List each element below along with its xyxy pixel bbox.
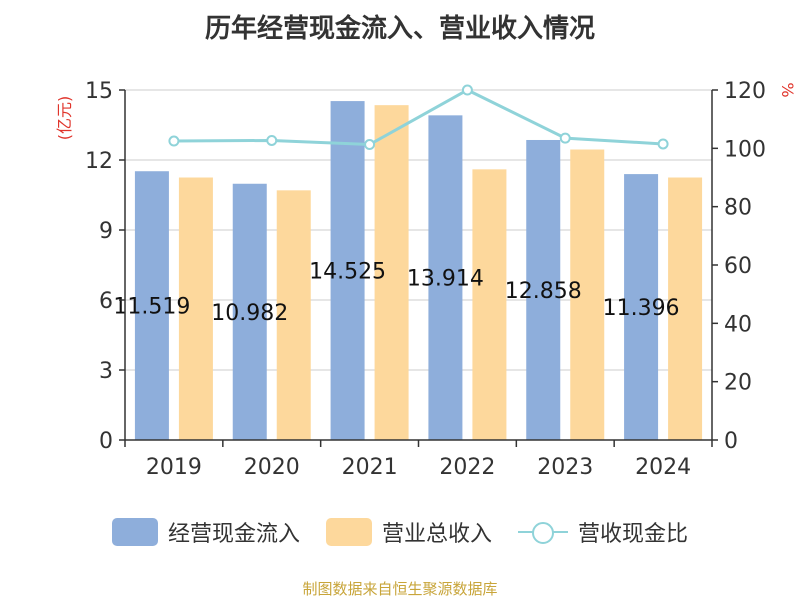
legend-label-inflow: 经营现金流入 — [167, 522, 300, 547]
y-right-tick-label: 40 — [724, 312, 752, 337]
point-ratio — [364, 139, 376, 151]
x-tick-label: 2024 — [635, 455, 691, 480]
y-left-tick-label: 9 — [99, 219, 113, 244]
x-tick-label: 2023 — [537, 455, 593, 480]
y-right-tick-label: 100 — [724, 137, 766, 162]
bars-layer — [134, 101, 703, 441]
data-label-inflow: 14.525 — [309, 260, 386, 285]
y-right-tick-label: 0 — [724, 429, 738, 454]
y-left-tick-label: 12 — [85, 149, 113, 174]
y-right-axis-label: % — [778, 82, 797, 97]
x-tick-label: 2020 — [244, 455, 300, 480]
data-label-inflow: 10.982 — [211, 301, 288, 326]
legend-item-inflow[interactable]: 经营现金流入 — [111, 516, 300, 548]
bar-revenue — [178, 177, 213, 440]
y-right-tick-label: 60 — [724, 254, 752, 279]
x-tick-label: 2019 — [146, 455, 202, 480]
bar-revenue — [570, 149, 605, 440]
bar-revenue — [374, 105, 409, 441]
y-right-tick-label: 20 — [724, 371, 752, 396]
legend-item-ratio[interactable]: 营收现金比 — [518, 516, 688, 548]
data-label-inflow: 13.914 — [407, 267, 484, 292]
y-right-tick-label: 120 — [724, 79, 766, 104]
x-tick-label: 2022 — [439, 455, 495, 480]
y-left-tick-label: 15 — [85, 79, 113, 104]
x-tick-label: 2021 — [342, 455, 398, 480]
point-ratio — [168, 135, 180, 147]
y-left-axis-label: (亿元) — [55, 96, 74, 141]
legend-label-revenue: 营业总收入 — [381, 522, 492, 547]
bar-revenue — [668, 177, 703, 440]
grid-layer — [125, 89, 712, 371]
legend-label-ratio: 营收现金比 — [578, 522, 689, 547]
source-note: 制图数据来自恒生聚源数据库 — [302, 580, 498, 598]
bar-inflow — [624, 174, 659, 441]
line-layer — [168, 84, 669, 151]
point-ratio — [559, 132, 571, 144]
bar-inflow — [526, 139, 561, 441]
legend: 经营现金流入 营业总收入 营收现金比 — [0, 516, 800, 548]
legend-item-revenue[interactable]: 营业总收入 — [325, 516, 492, 548]
legend-swatch-ratio — [518, 518, 568, 546]
data-label-inflow: 11.519 — [113, 295, 190, 320]
data-label-inflow: 11.396 — [603, 296, 680, 321]
legend-swatch-inflow — [111, 518, 158, 546]
point-ratio — [461, 84, 473, 96]
line-ratio — [173, 88, 664, 147]
bar-inflow — [330, 101, 365, 440]
axis-layer: 0 3 6 9 12 15 0 20 40 60 80 100 120 (亿元)% 2019 2020 2021… — [55, 79, 797, 480]
point-ratio — [266, 134, 278, 146]
y-left-tick-label: 3 — [99, 359, 113, 384]
legend-swatch-revenue — [325, 518, 372, 546]
bar-revenue — [472, 169, 507, 441]
bar-inflow — [232, 183, 267, 440]
y-left-tick-label: 6 — [99, 289, 113, 314]
point-ratio — [657, 138, 669, 150]
bar-revenue — [276, 190, 311, 440]
labels-layer: 11.519 10.982 14.525 13.914 12.858 11.396 — [113, 260, 679, 326]
chart-title: 历年经营现金流入、营业收入情况 — [204, 14, 595, 44]
y-right-tick-label: 80 — [724, 196, 752, 221]
bar-inflow — [428, 115, 463, 440]
y-left-tick-label: 0 — [99, 429, 113, 454]
bar-inflow — [134, 171, 169, 440]
data-label-inflow: 12.858 — [505, 279, 582, 304]
